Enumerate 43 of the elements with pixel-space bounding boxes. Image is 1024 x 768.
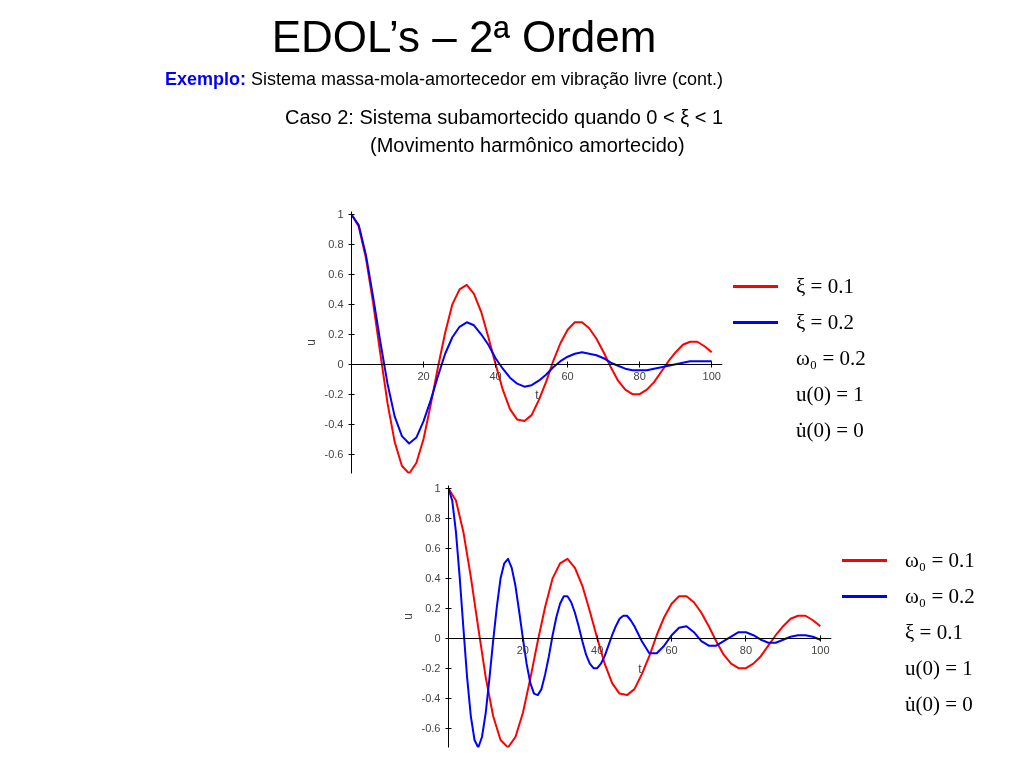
text: u(0) = 1 <box>904 655 974 682</box>
y-tick-label: 1 <box>337 208 344 221</box>
y-tick-label: 0.2 <box>425 602 441 615</box>
y-tick-label: -0.4 <box>324 418 344 431</box>
y-axis-title: u <box>400 613 415 620</box>
x-tick-label: 100 <box>702 370 721 383</box>
x-tick-label: 60 <box>561 370 574 383</box>
y-axis-title: u <box>303 339 318 346</box>
y-tick-label: 0.8 <box>425 512 441 525</box>
y-tick-label: -0.6 <box>324 448 344 461</box>
text: u(0) = 1 <box>795 381 865 408</box>
y-tick-label: 0.8 <box>328 238 344 251</box>
y-tick-label: 0.4 <box>425 572 441 585</box>
y-tick-label: 0.6 <box>328 268 344 281</box>
y-tick-label: 0.6 <box>425 542 441 555</box>
text: (Movimento harmônico amortecido) <box>370 132 686 158</box>
text: Caso 2: Sistema subamortecido quando 0 < ξ < 1 <box>285 104 724 130</box>
text: u̇(0) = 0 <box>904 691 974 718</box>
text: ξ = 0.1 <box>904 619 964 646</box>
text: u̇(0) = 0 <box>795 417 865 444</box>
y-tick-label: 0.2 <box>328 328 344 341</box>
y-tick-label: 1 <box>434 482 441 495</box>
y-tick-label: -0.2 <box>324 388 344 401</box>
y-tick-label: 0 <box>434 632 441 645</box>
chart-title: EDOL’s – 2ª Ordem <box>270 11 658 63</box>
x-tick-label: 80 <box>739 644 753 657</box>
x-tick-label: 60 <box>665 644 678 657</box>
y-tick-label: -0.2 <box>421 662 441 675</box>
legend-label: ξ = 0.1 <box>796 273 854 300</box>
y-tick-label: 0.4 <box>328 298 344 311</box>
x-tick-label: 100 <box>811 644 830 657</box>
x-axis-title: t <box>535 387 540 402</box>
legend-label: ω₀ = 0.2 <box>905 583 975 610</box>
y-tick-label: -0.6 <box>421 722 441 735</box>
legend-label: ω₀ = 0.1 <box>905 547 975 574</box>
x-tick-label: 80 <box>633 370 646 383</box>
y-tick-label: 0 <box>337 358 344 371</box>
x-axis-title: t <box>638 661 643 676</box>
chart-subtitle: Exemplo: Sistema massa-mola-amortecedor em vibração livre (cont.) <box>163 68 724 91</box>
legend-label: ξ = 0.2 <box>796 309 854 336</box>
text: ω₀ = 0.2 <box>795 345 866 372</box>
x-tick-label: 20 <box>417 370 430 383</box>
y-tick-label: -0.4 <box>421 692 441 705</box>
